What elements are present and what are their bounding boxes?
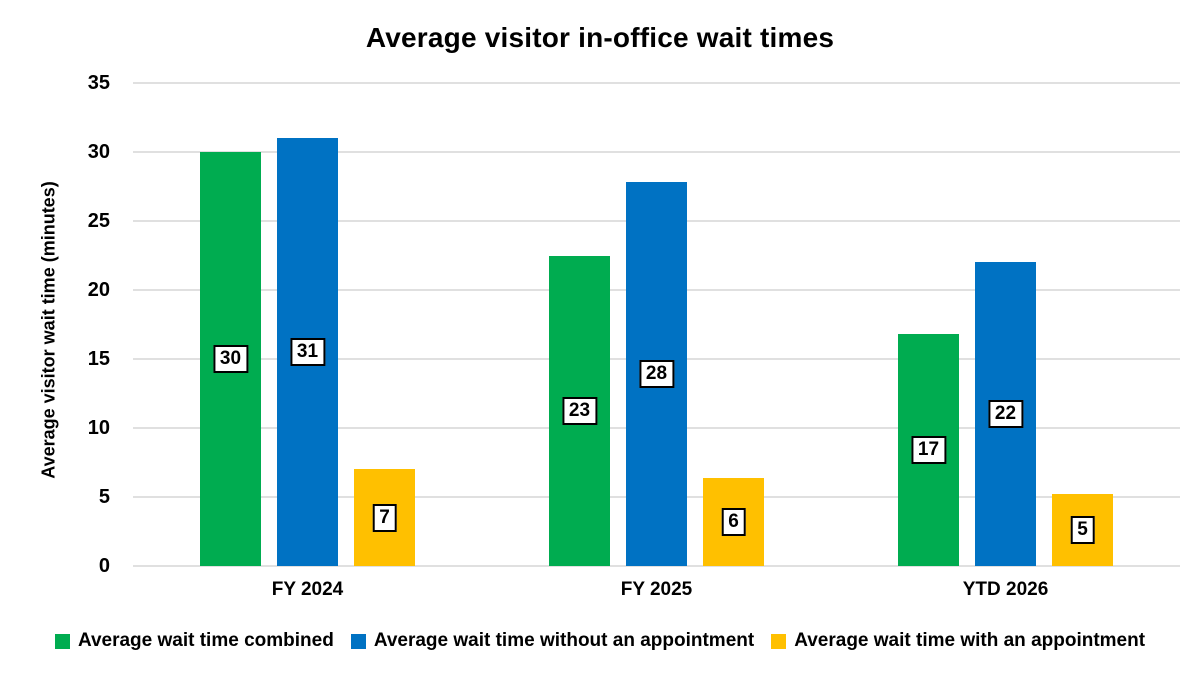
gridline [133, 151, 1180, 153]
bar-value-label: 5 [1070, 516, 1095, 545]
plot-area: 30 31 7 23 28 6 17 22 5 [133, 82, 1180, 567]
chart-title: Average visitor in-office wait times [365, 22, 835, 53]
y-axis-tick-label: 30 [87, 141, 110, 163]
y-axis-tick-label: 25 [87, 210, 110, 232]
y-axis-tick-label: 20 [87, 279, 110, 301]
x-axis-category-label: FY 2024 [271, 579, 344, 600]
bar-value-label: 6 [721, 507, 746, 536]
bar-value-label: 28 [638, 360, 675, 389]
legend-item: Average wait time without an appointment [350, 630, 755, 652]
y-axis-tick-label: 0 [98, 555, 110, 577]
legend-label: Average wait time with an appointment [794, 630, 1146, 651]
y-axis-tick-label: 15 [87, 348, 110, 370]
y-axis-tick-label: 5 [98, 486, 110, 508]
legend-label: Average wait time combined [77, 630, 334, 651]
legend-color-swatch-icon [771, 633, 787, 649]
legend-label: Average wait time without an appointment [373, 630, 755, 651]
y-axis-tick-label: 35 [87, 72, 110, 94]
legend-color-swatch-icon [350, 633, 366, 649]
bar-value-label: 17 [910, 436, 947, 465]
gridline [133, 82, 1180, 84]
bar-value-label: 31 [289, 338, 326, 367]
y-axis-tick-label: 10 [87, 417, 110, 439]
bar-value-label: 30 [212, 345, 249, 373]
legend-item: Average wait time with an appointment [771, 630, 1145, 652]
legend: Average wait time combined Average wait t… [0, 624, 1200, 658]
bar-value-label: 7 [372, 503, 397, 532]
legend-color-swatch-icon [54, 633, 70, 649]
bar-value-label: 23 [561, 396, 598, 425]
bar-value-label: 22 [987, 400, 1024, 429]
legend-item: Average wait time combined [54, 630, 334, 652]
x-axis-category-label: FY 2025 [620, 579, 693, 600]
x-axis-category-label: YTD 2026 [962, 579, 1049, 600]
gridline [133, 565, 1180, 567]
